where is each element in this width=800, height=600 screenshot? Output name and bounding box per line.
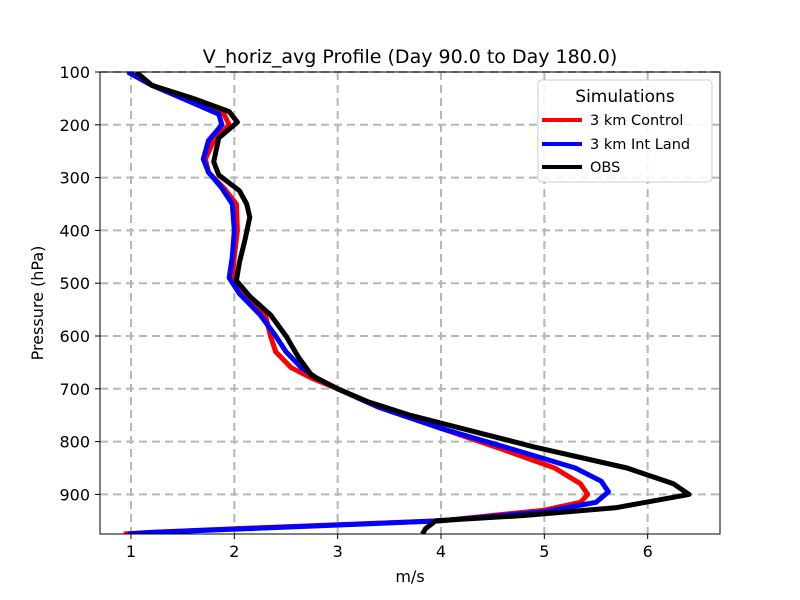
y-tick-label: 600 bbox=[59, 327, 90, 346]
x-tick-label: 5 bbox=[539, 542, 549, 561]
y-tick-label: 500 bbox=[59, 274, 90, 293]
x-axis-label: m/s bbox=[395, 567, 424, 586]
y-tick-label: 300 bbox=[59, 169, 90, 188]
axis-ticks: 1 2 3 4 5 6 100 200 300 400 500 600 700 800 900 bbox=[59, 63, 652, 561]
legend-frame bbox=[537, 79, 713, 183]
y-tick-label: 100 bbox=[59, 63, 90, 82]
series-line-obs bbox=[134, 72, 692, 534]
x-tick-label: 3 bbox=[333, 542, 343, 561]
y-tick-label: 900 bbox=[59, 485, 90, 504]
legend-label-obs: OBS bbox=[590, 160, 620, 176]
series-line-3-km-control bbox=[123, 72, 591, 534]
legend-label-control: 3 km Control bbox=[590, 113, 683, 129]
series-line-3-km-int-land bbox=[126, 72, 611, 534]
x-tick-label: 4 bbox=[436, 542, 446, 561]
x-tick-label: 6 bbox=[643, 542, 653, 561]
x-tick-label: 1 bbox=[126, 542, 136, 561]
legend-title: Simulations bbox=[575, 87, 675, 107]
series-lines bbox=[123, 72, 692, 534]
plot-frame bbox=[99, 71, 721, 535]
y-tick-label: 200 bbox=[59, 116, 90, 135]
y-tick-label: 700 bbox=[59, 380, 90, 399]
y-axis-label: Pressure (hPa) bbox=[28, 246, 47, 361]
y-tick-label: 400 bbox=[59, 221, 90, 240]
legend: Simulations 3 km Control 3 km Int Land O… bbox=[537, 79, 713, 183]
y-tick-label: 800 bbox=[59, 433, 90, 452]
legend-label-int-land: 3 km Int Land bbox=[590, 137, 690, 153]
x-tick-label: 2 bbox=[229, 542, 239, 561]
chart-title: V_horiz_avg Profile (Day 90.0 to Day 180… bbox=[203, 46, 618, 68]
